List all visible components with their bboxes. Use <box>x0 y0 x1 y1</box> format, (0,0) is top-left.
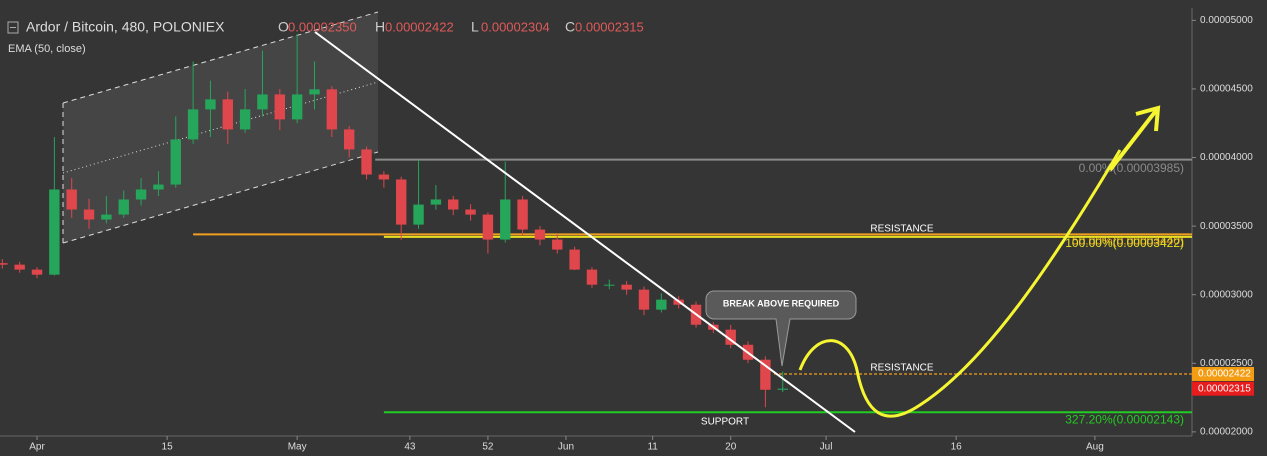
ohlc-value: 0.00002304 <box>481 19 550 34</box>
price-tag <box>1192 366 1254 381</box>
channel-bottom <box>62 151 379 244</box>
y-tick-label: 0.00003000 <box>1200 289 1253 300</box>
candle-body <box>291 94 303 120</box>
candle-body <box>413 204 424 225</box>
x-tick-label: Jul <box>820 442 833 453</box>
candle-body <box>448 199 459 210</box>
candle-body <box>222 99 233 130</box>
candle-body <box>430 199 442 205</box>
symbol-title: Ardor / Bitcoin, 480, POLONIEX <box>26 19 225 35</box>
callout-text: BREAK ABOVE REQUIRED <box>723 298 840 308</box>
y-tick-label: 0.00004000 <box>1200 152 1253 163</box>
candle-body <box>274 94 286 120</box>
candle-body <box>586 269 598 285</box>
candle-body <box>482 214 494 240</box>
candle-body <box>0 263 8 265</box>
x-tick-label: Jun <box>558 442 574 453</box>
candle-body <box>205 99 216 110</box>
candle-body <box>638 289 650 310</box>
y-tick-label: 0.00002000 <box>1200 427 1253 438</box>
channel-top <box>62 11 379 104</box>
ohlc-value: 0.00002315 <box>575 19 644 34</box>
x-tick-label: 16 <box>951 442 963 453</box>
candle-body <box>239 109 251 130</box>
channel-fill <box>63 12 378 243</box>
x-tick-label: Aug <box>1086 442 1104 453</box>
indicator-label: EMA (50, close) <box>8 43 86 55</box>
level-label: 327.20%(0.00002143) <box>1065 412 1184 426</box>
projection-arrowhead <box>1135 105 1161 132</box>
candle-body <box>83 209 95 220</box>
price-tag-label: 0.00002315 <box>1198 383 1251 394</box>
candle-body <box>517 199 528 230</box>
candle-body <box>326 89 338 130</box>
ohlc-key: C <box>565 19 575 35</box>
price-tag-label: 0.00002422 <box>1198 369 1251 380</box>
ohlc-value: 0.00002350 <box>288 19 357 34</box>
ohlc-key: O <box>278 19 289 35</box>
annotation: RESISTANCE <box>870 224 933 235</box>
candle-body <box>101 214 112 220</box>
candle-body <box>534 229 546 240</box>
candle-body <box>552 239 563 250</box>
x-tick-label: May <box>288 442 307 453</box>
candle-body <box>118 199 129 215</box>
price-tag <box>1192 381 1254 396</box>
candle-body <box>656 299 667 310</box>
x-tick-label: 15 <box>162 442 174 453</box>
candle-body <box>760 359 771 390</box>
level-label: 100.00%(0.00003422) <box>1065 236 1184 250</box>
x-tick-label: 11 <box>647 442 658 453</box>
annotation: RESISTANCE <box>870 363 933 374</box>
candle-body <box>569 249 580 270</box>
candle-body <box>378 174 390 180</box>
candle-body <box>31 269 43 275</box>
x-tick-label: 20 <box>725 442 737 453</box>
candle-body <box>14 264 25 270</box>
candle-body <box>309 89 320 95</box>
x-tick-label: 52 <box>482 442 494 453</box>
candle-body <box>343 129 355 150</box>
candle-body <box>66 189 77 210</box>
candle-body <box>187 109 199 140</box>
y-tick-label: 0.00005000 <box>1200 15 1253 26</box>
candle-body <box>465 209 476 215</box>
candle-body <box>361 149 372 175</box>
level-label: 0.00%(0.00003985) <box>1079 161 1184 175</box>
trendline <box>314 31 856 433</box>
candle-body <box>396 179 407 225</box>
y-tick-label: 0.00002500 <box>1200 358 1253 369</box>
candle-body <box>49 189 60 275</box>
ohlc-value: 0.00002422 <box>385 19 454 34</box>
candle-body <box>257 94 268 110</box>
x-tick-label: 43 <box>404 442 416 453</box>
y-tick-label: 0.00003500 <box>1200 221 1253 232</box>
candle-body <box>621 284 632 290</box>
ohlc-key: H <box>375 19 385 35</box>
ohlc-key: L <box>471 19 479 35</box>
collapse-icon[interactable] <box>7 21 19 34</box>
candle-body <box>170 139 181 185</box>
candle-body <box>604 284 615 286</box>
candle-body <box>153 184 164 190</box>
projection-curve <box>798 149 1122 418</box>
candle-body <box>725 329 736 345</box>
annotation: SUPPORT <box>701 417 749 428</box>
x-tick-label: Apr <box>29 442 45 453</box>
y-tick-label: 0.00004500 <box>1200 84 1253 95</box>
callout-bubble <box>705 290 857 367</box>
candle-body <box>500 199 511 240</box>
candle-body <box>777 388 788 390</box>
projection-arrow <box>1108 106 1160 172</box>
candle-body <box>135 189 147 200</box>
